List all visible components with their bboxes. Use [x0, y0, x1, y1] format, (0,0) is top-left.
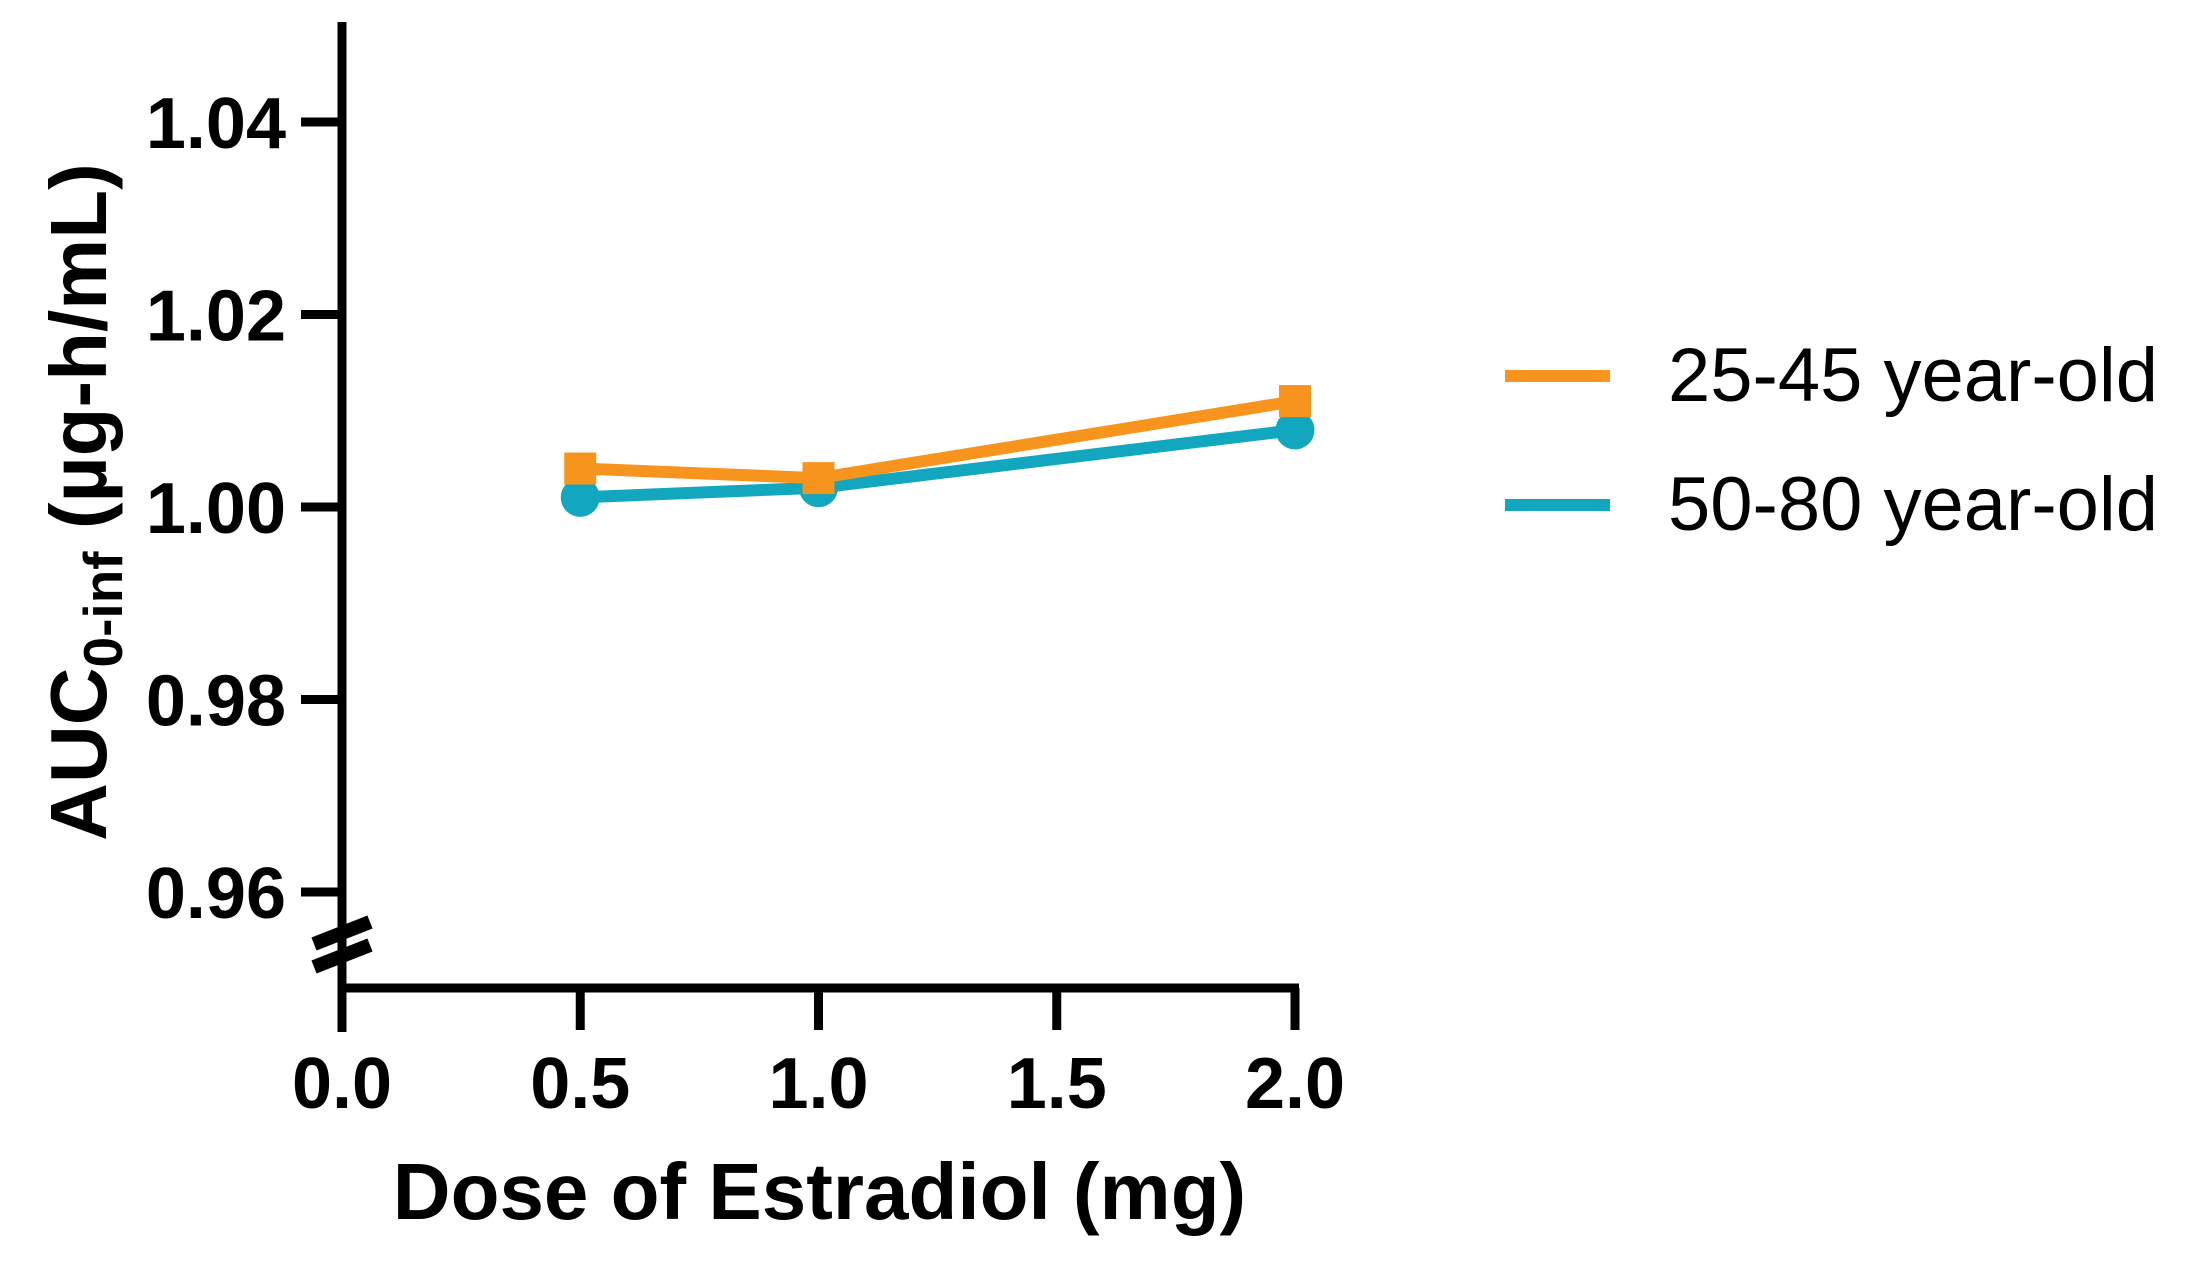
y-axis-title-suffix: (µg-h/mL) [34, 163, 123, 552]
y-axis-title: AUC0-inf (µg-h/mL) [34, 163, 134, 841]
x-axis-title: Dose of Estradiol (mg) [392, 1147, 1247, 1236]
y-tick-label: 1.00 [146, 469, 286, 549]
y-axis-break-icon [311, 915, 373, 974]
legend-swatch-teal [1505, 499, 1610, 512]
legend-swatch-orange [1505, 369, 1610, 382]
data-point-circle [1275, 410, 1315, 450]
x-tick-label: 0.0 [292, 1044, 392, 1124]
y-tick-label: 0.98 [146, 662, 286, 742]
y-tick-label: 1.04 [146, 84, 286, 164]
data-point-square [802, 462, 835, 495]
data-point-square [564, 452, 597, 485]
legend-label: 25-45 year-old [1668, 333, 2159, 418]
x-tick-label: 0.5 [530, 1044, 630, 1124]
legend-item-50-80: 50-80 year-old [1505, 461, 2158, 548]
data-point-square [1279, 385, 1311, 418]
x-tick-label: 1.0 [768, 1044, 868, 1124]
series-layer [560, 385, 1315, 517]
data-point-circle [560, 477, 600, 517]
x-tick-label: 1.5 [1007, 1044, 1107, 1124]
legend: 25-45 year-old 50-80 year-old [1505, 332, 2158, 549]
y-tick-label: 1.02 [146, 277, 286, 357]
y-axis-title-prefix: AUC [34, 667, 123, 841]
ticks-layer: 1.04 1.02 1.00 0.98 0.96 0.0 0.5 1.0 1.5 2.0 [146, 84, 1345, 1124]
y-tick-label: 0.96 [146, 854, 286, 934]
x-tick-label: 2.0 [1245, 1044, 1345, 1124]
legend-label: 50-80 year-old [1668, 462, 2159, 548]
y-axis-title-subscript: 0-inf [72, 551, 134, 668]
legend-item-25-45: 25-45 year-old [1505, 332, 2158, 419]
